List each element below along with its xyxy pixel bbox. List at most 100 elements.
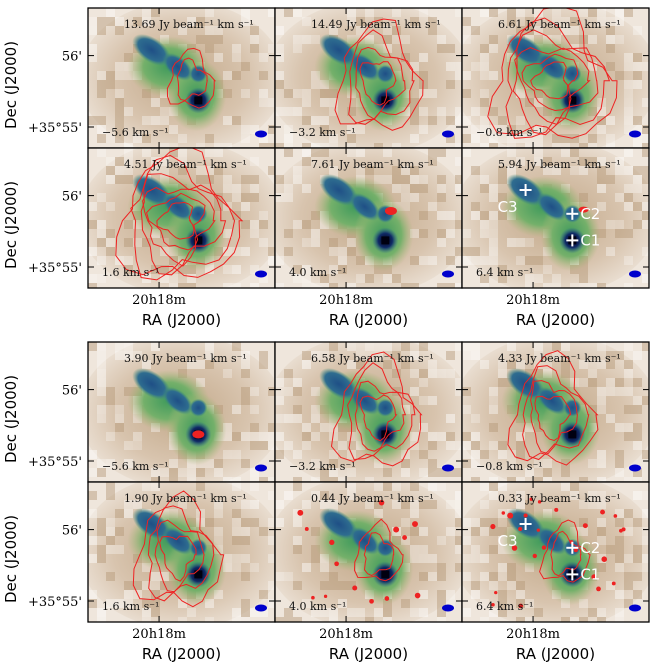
pixel: [284, 143, 293, 148]
pixel: [374, 500, 383, 509]
tick-marks: [275, 8, 462, 148]
flux-label: 5.94 Jy beam⁻¹ km s⁻¹: [498, 158, 621, 171]
pixel: [392, 482, 401, 491]
pixel: [106, 518, 115, 527]
pixel: [232, 563, 241, 572]
pixel: [552, 351, 561, 360]
contour-speck: [501, 511, 506, 515]
tick-marks: [275, 148, 462, 288]
pixel: [374, 608, 383, 617]
beam-ellipse: [629, 464, 641, 472]
pixel: [250, 482, 259, 491]
pixel: [169, 468, 178, 477]
pixel: [250, 441, 259, 450]
core-c2-emission: [563, 398, 582, 417]
pixel: [124, 107, 133, 116]
pixel: [320, 468, 329, 477]
pixel: [311, 477, 320, 482]
pixel: [489, 491, 498, 500]
pixel: [552, 166, 561, 175]
pixel: [419, 125, 428, 134]
pixel: [275, 71, 284, 80]
pixel: [462, 116, 471, 125]
pixel: [268, 581, 275, 590]
pixel: [124, 53, 133, 62]
pixel: [232, 450, 241, 459]
pixel: [275, 143, 284, 148]
pixel: [446, 599, 455, 608]
pixel: [115, 527, 124, 536]
pixel: [302, 563, 311, 572]
contour-speck: [518, 603, 524, 609]
pixel: [489, 477, 498, 482]
pixel: [437, 369, 446, 378]
pixel: [293, 581, 302, 590]
velocity-label: −5.6 km s⁻¹: [102, 460, 169, 473]
pixel: [455, 378, 462, 387]
pixel: [543, 459, 552, 468]
blue-filament: [162, 386, 193, 415]
pixel: [347, 468, 356, 477]
pixel: [142, 617, 151, 622]
pixel: [205, 351, 214, 360]
contours: [115, 148, 244, 281]
pixel: [419, 89, 428, 98]
pixel: [633, 166, 642, 175]
pixel: [347, 134, 356, 143]
blue-filament: [506, 368, 545, 400]
pixel: [597, 342, 606, 351]
pixel: [489, 423, 498, 432]
pixel: [615, 8, 624, 17]
flux-label: 13.69 Jy beam⁻¹ km s⁻¹: [124, 18, 254, 31]
pixel: [106, 17, 115, 26]
pixel: [437, 617, 446, 622]
pixel: [428, 572, 437, 581]
pixel: [428, 468, 437, 477]
pixel: [329, 134, 338, 143]
pixel: [471, 450, 480, 459]
pixel: [579, 274, 588, 283]
pixel: [169, 459, 178, 468]
pixel: [115, 545, 124, 554]
pixel: [462, 405, 471, 414]
pixel: [383, 608, 392, 617]
pixel: [516, 617, 525, 622]
pixel: [133, 432, 142, 441]
contour-line: [159, 535, 197, 582]
pixel: [462, 459, 471, 468]
pixel: [588, 283, 597, 288]
pixel: [579, 617, 588, 622]
pixel: [329, 166, 338, 175]
pixel: [275, 80, 284, 89]
pixel: [115, 157, 124, 166]
beam-ellipse: [442, 464, 454, 472]
pixel: [606, 134, 615, 143]
pixel: [462, 148, 471, 157]
pixel: [410, 184, 419, 193]
pixel: [160, 468, 169, 477]
pixel: [624, 432, 633, 441]
pixel: [462, 35, 471, 44]
pixel: [365, 500, 374, 509]
panel-image: [88, 482, 275, 622]
pixel: [642, 536, 649, 545]
pixel: [250, 283, 259, 288]
pixel: [498, 590, 507, 599]
pixel: [534, 342, 543, 351]
pixel: [498, 450, 507, 459]
pixel: [633, 143, 642, 148]
pixel: [275, 378, 284, 387]
pixel: [480, 98, 489, 107]
pixel: [642, 143, 649, 148]
pixel: [446, 116, 455, 125]
pixel: [392, 274, 401, 283]
pixel: [124, 581, 133, 590]
pixel: [419, 107, 428, 116]
pixel: [615, 220, 624, 229]
pixel: [410, 98, 419, 107]
pixel: [498, 211, 507, 220]
pixel: [437, 193, 446, 202]
pixel: [615, 35, 624, 44]
panel-frame: [461, 481, 650, 623]
pixel: [293, 274, 302, 283]
